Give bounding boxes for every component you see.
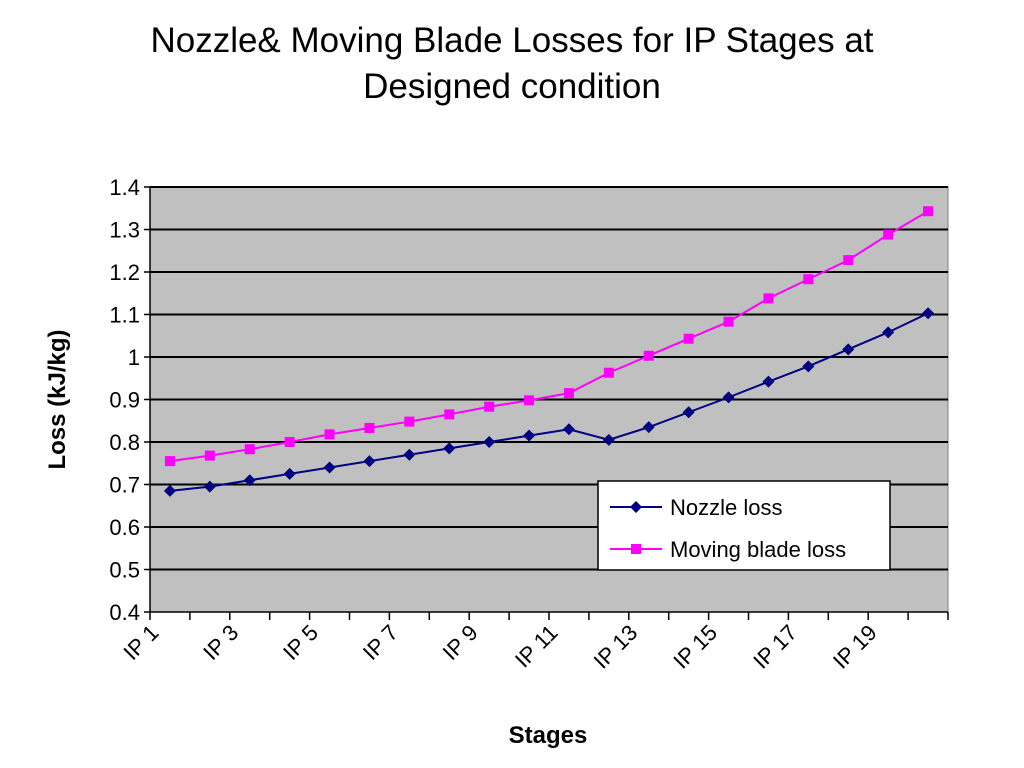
y-tick-label: 1.2 — [109, 260, 140, 285]
data-point — [244, 444, 255, 455]
x-tick-label: IP 11 — [510, 620, 563, 673]
x-tick-label: IP 7 — [358, 620, 403, 665]
data-point — [484, 401, 495, 412]
x-tick-label: IP 3 — [198, 620, 243, 665]
data-point — [803, 274, 814, 285]
x-tick-label: IP 9 — [438, 620, 483, 665]
series-layer — [163, 206, 935, 497]
data-point — [922, 307, 935, 320]
y-tick-label: 1 — [128, 345, 140, 370]
data-point — [923, 206, 934, 217]
data-point — [204, 450, 215, 461]
data-point — [723, 316, 734, 327]
data-point — [203, 480, 216, 493]
data-point — [842, 343, 855, 356]
data-point — [243, 474, 256, 487]
y-axis-title: Loss (kJ/kg) — [44, 329, 71, 469]
data-point — [364, 422, 375, 433]
y-tick-label: 1.1 — [109, 303, 140, 328]
data-point — [882, 326, 895, 339]
y-tick-label: 1.4 — [109, 175, 140, 200]
y-tick-label: 1.3 — [109, 218, 140, 243]
y-axis-ticks: 0.4 0.5 0.6 0.7 0.8 0.9 1 1.1 1.2 1.3 1.4 — [109, 175, 150, 625]
data-point — [283, 467, 296, 480]
data-point — [284, 437, 295, 447]
legend-item: Moving blade loss — [610, 537, 846, 562]
data-point — [843, 255, 854, 266]
x-axis-ticks: IP 1 IP 3 IP 5 IP 7 IP 9 IP 11 IP 13 IP 15 IP 17… — [118, 612, 949, 674]
data-point — [603, 367, 614, 378]
x-tick-label: IP 19 — [828, 620, 882, 674]
data-point — [324, 429, 335, 440]
legend-marker — [630, 501, 642, 513]
chart-title-line-1: Nozzle& Moving Blade Losses for IP Stage… — [150, 21, 874, 60]
data-point — [404, 416, 415, 427]
data-point — [562, 423, 575, 436]
legend-label: Moving blade loss — [670, 537, 846, 562]
series-line — [169, 210, 929, 463]
data-point — [722, 391, 735, 404]
data-point — [164, 456, 175, 467]
y-tick-label: 0.9 — [109, 388, 140, 413]
legend-box — [597, 480, 891, 571]
data-point — [524, 395, 535, 406]
x-axis-title: Stages — [509, 722, 588, 749]
x-tick-label: IP 13 — [589, 620, 643, 674]
series-line — [169, 312, 929, 492]
x-tick-label: IP 5 — [278, 620, 323, 665]
x-tick-label: IP 1 — [118, 620, 163, 665]
data-point — [443, 442, 456, 455]
data-point — [363, 455, 376, 468]
data-point — [323, 461, 336, 474]
chart-title: Nozzle& Moving Blade Losses for IP Stage… — [0, 18, 1024, 110]
y-tick-label: 0.4 — [109, 600, 140, 625]
y-tick-label: 0.5 — [109, 558, 140, 583]
data-point — [602, 433, 615, 446]
y-tick-label: 0.7 — [109, 473, 140, 498]
data-point — [163, 484, 176, 497]
data-point — [883, 229, 894, 240]
legend-marker — [631, 544, 641, 554]
data-point — [563, 388, 574, 399]
series-diamond — [163, 307, 935, 497]
data-point — [682, 406, 695, 419]
data-point — [523, 429, 536, 442]
data-point — [762, 375, 775, 388]
data-point — [483, 436, 496, 448]
x-tick-label: IP 17 — [748, 620, 802, 674]
y-tick-label: 0.6 — [109, 515, 140, 540]
y-tick-label: 0.8 — [109, 430, 140, 455]
x-tick-label: IP 15 — [668, 620, 722, 674]
chart-title-line-2: Designed condition — [363, 67, 661, 106]
legend-label: Nozzle loss — [670, 495, 782, 520]
data-point — [643, 350, 654, 361]
legend: Nozzle loss Moving blade loss — [597, 480, 891, 571]
data-point — [444, 409, 455, 420]
legend-item: Nozzle loss — [610, 495, 782, 520]
data-point — [403, 448, 416, 461]
data-point — [683, 333, 694, 344]
data-point — [763, 293, 774, 304]
data-point — [802, 360, 815, 373]
series-square — [164, 206, 934, 467]
data-point — [642, 421, 655, 434]
